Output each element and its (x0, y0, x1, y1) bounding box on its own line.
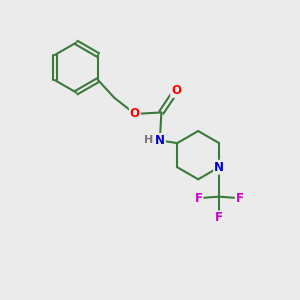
Text: H: H (144, 135, 153, 146)
Text: F: F (215, 212, 223, 224)
Text: N: N (214, 161, 224, 174)
Text: O: O (171, 84, 181, 97)
Text: F: F (194, 192, 202, 205)
Text: N: N (155, 134, 165, 147)
Text: F: F (236, 192, 244, 205)
Text: O: O (130, 107, 140, 120)
